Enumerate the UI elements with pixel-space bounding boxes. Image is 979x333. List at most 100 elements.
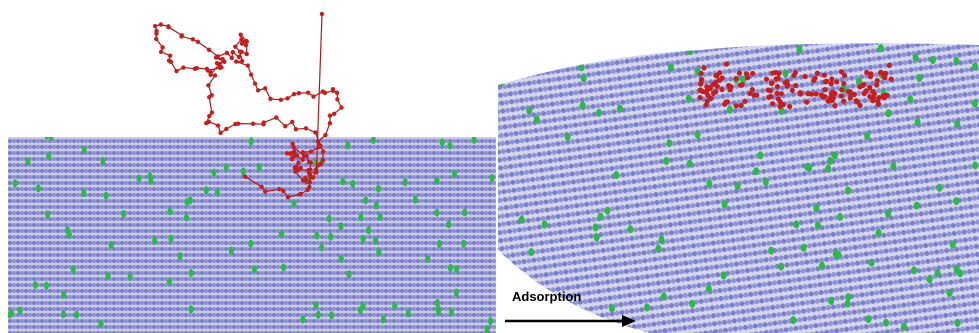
chain-bead [875,99,880,104]
chain-bead [769,81,774,86]
chain-bead [236,121,240,125]
green-molecule [109,241,114,249]
green-molecule [100,157,105,165]
chain-bead [734,76,739,81]
chain-bead [222,60,226,64]
chain-bead [160,45,164,49]
chain-bead [823,87,828,92]
green-molecule [529,64,535,72]
chain-bead [777,104,782,109]
green-molecule [915,118,921,126]
green-molecule [82,146,87,154]
green-molecule [488,317,493,325]
chain-bead [868,74,873,79]
green-molecule [865,315,871,323]
chain-bead [214,55,218,59]
chain-bead [281,189,285,193]
green-molecule [358,213,363,221]
chain-bead [878,70,883,75]
chain-bead [288,151,292,155]
chain-bead [239,50,243,54]
chain-bead [245,39,249,43]
chain-bead [307,185,311,189]
chain-bead [243,175,247,179]
green-molecule [339,222,344,230]
chain-bead [195,66,199,70]
green-molecule [44,131,49,139]
green-molecule [914,202,920,210]
chain-bead [206,83,210,87]
green-molecule [249,137,254,145]
chain-bead [876,95,881,100]
chain-bead [296,168,300,172]
chain-bead [793,83,798,88]
green-molecule [449,308,454,316]
green-molecule [778,263,784,271]
green-molecule [121,210,126,218]
green-molecule [557,311,563,319]
chain-bead [225,51,229,55]
chain-bead [871,95,876,100]
chain-bead [711,82,716,87]
green-molecule [627,225,633,233]
chain-bead [889,77,894,82]
chain-bead [180,33,184,37]
green-molecule [211,169,216,177]
chain-bead [154,31,158,35]
green-molecule [167,278,172,286]
chain-bead [839,87,844,92]
chain-bead [216,123,220,127]
chain-bead [725,99,730,104]
green-molecule [374,202,379,210]
green-molecule [644,303,650,311]
chain-bead [812,76,817,81]
chain-bead [839,93,844,98]
green-molecule [329,311,334,319]
chain-bead [842,73,847,78]
green-molecule [484,325,489,333]
green-molecule [837,213,843,221]
chain-bead [166,24,170,28]
green-molecule [447,142,452,150]
green-molecule [498,279,504,287]
green-molecule [136,174,141,182]
figure: Adsorption [0,0,979,333]
green-molecule [950,240,956,248]
chain-bead [815,71,820,76]
chain-bead [169,60,173,64]
green-molecule [44,282,49,290]
chain-bead [764,77,769,82]
green-molecule [763,178,769,186]
green-molecule [13,179,18,187]
chain-bead [154,37,158,41]
green-molecule [916,74,922,82]
green-molecule [46,152,51,160]
green-molecule [319,244,324,252]
green-molecule [790,316,796,324]
chain-bead [770,70,775,75]
chain-bead [285,96,289,100]
green-molecule [753,167,759,175]
chain-bead [207,95,211,99]
green-molecule [557,56,563,64]
green-molecule [972,62,978,70]
chain-bead [307,171,311,175]
chain-bead [306,90,310,94]
green-molecule [655,245,661,253]
green-molecule [519,216,525,224]
green-molecule [668,64,674,72]
chain-bead [244,52,248,56]
green-molecule [345,142,350,150]
chain-bead [857,103,862,108]
green-molecule [358,306,363,314]
green-molecule [257,163,262,171]
green-molecule [378,213,383,221]
chain-bead [313,130,317,134]
green-molecule [901,323,907,331]
chain-bead [277,187,281,191]
green-molecule [373,237,378,245]
chain-bead [240,59,244,63]
chain-bead [263,189,267,193]
green-molecule [361,235,366,243]
green-molecule [768,247,774,255]
